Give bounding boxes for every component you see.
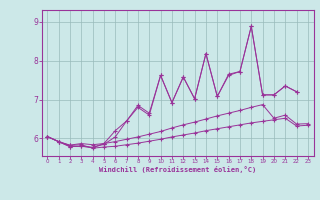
X-axis label: Windchill (Refroidissement éolien,°C): Windchill (Refroidissement éolien,°C)	[99, 166, 256, 173]
